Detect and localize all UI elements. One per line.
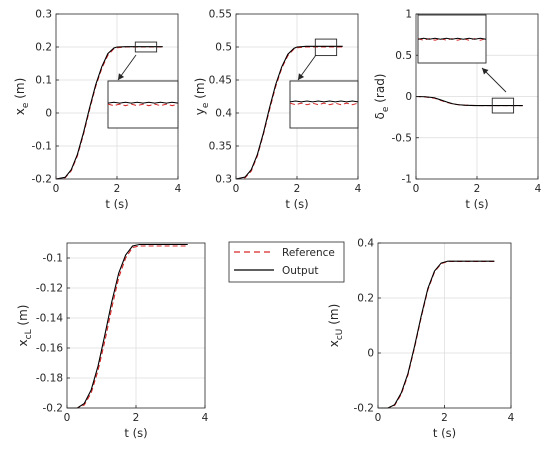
- y-tick-label: -0.1: [43, 253, 64, 265]
- inset-series-output: [289, 100, 359, 103]
- x-tick-label: 0: [53, 183, 60, 195]
- legend-output-label: Output: [282, 265, 318, 277]
- x-tick-label: 4: [535, 183, 542, 195]
- legend-reference-label: Reference: [282, 247, 335, 259]
- y-tick-label: 0.3: [35, 9, 52, 21]
- chart-xcu: 0 2 4-0.200.20.4t (s)xcU (m): [327, 238, 515, 441]
- x-tick-label: 4: [175, 183, 182, 195]
- y-tick-label: 0: [367, 348, 374, 360]
- y-axis-label: ye (m): [193, 78, 211, 116]
- inset-series-reference: [107, 103, 179, 107]
- x-tick-label: 4: [202, 412, 209, 424]
- y-tick-label: 0: [405, 91, 412, 103]
- y-tick-label: -1: [402, 174, 412, 186]
- y-tick-label: 0.5: [395, 50, 412, 62]
- inset-series-output: [107, 101, 179, 104]
- inset-series-reference: [289, 102, 359, 106]
- chart-xcl: 0 2 4 -0.2 -0.18 -0.16 -0.14 -0.12 -0.1 t (s) xcL …: [16, 242, 209, 440]
- x-tick-label: 0: [375, 412, 382, 424]
- zoom-arrow-head: [118, 73, 125, 80]
- y-tick-label: 0.5: [215, 42, 232, 54]
- y-axis-label: xcU (m): [327, 304, 345, 348]
- x-tick-label: 0: [413, 183, 420, 195]
- chart-delta-e: 0 2 4 -1 -0.5 0 0.5 1 t (s) δe (rad): [373, 9, 542, 212]
- y-axis-label: δe (rad): [373, 74, 391, 120]
- y-tick-label: 0.1: [35, 75, 52, 87]
- series-output-line: [378, 260, 495, 409]
- series-output-line: [67, 243, 188, 409]
- y-tick-label: -0.2: [354, 403, 375, 415]
- series-reference-line: [235, 46, 343, 180]
- y-axis-label: xcL (m): [16, 305, 34, 347]
- y-tick-label: -0.2: [32, 174, 53, 186]
- inset-series-reference: [417, 38, 487, 41]
- y-tick-label: -0.1: [32, 141, 53, 153]
- y-tick-label: -0.14: [36, 313, 63, 325]
- y-tick-label: 1: [405, 9, 412, 21]
- y-tick-label: 0.55: [209, 9, 232, 21]
- y-tick-label: -0.18: [36, 373, 63, 385]
- inset-series-output: [417, 37, 487, 40]
- y-tick-label: -0.5: [392, 132, 413, 144]
- series-output-line: [55, 46, 163, 180]
- y-tick-label: 0.2: [357, 293, 374, 305]
- series-output-line: [235, 45, 343, 180]
- x-tick-label: 2: [474, 183, 481, 195]
- y-tick-label: 0.4: [215, 108, 232, 120]
- y-tick-label: 0.45: [209, 75, 232, 87]
- zoom-region-box: [491, 97, 515, 114]
- x-tick-label: 2: [441, 412, 448, 424]
- x-tick-label: 0: [233, 183, 240, 195]
- x-tick-label: 2: [294, 183, 301, 195]
- series-output-line: [415, 95, 523, 107]
- zoom-arrow-head: [298, 73, 305, 80]
- legend: Reference Output: [228, 241, 345, 283]
- y-axis-label: xe (m): [13, 78, 31, 116]
- x-tick-label: 0: [64, 412, 71, 424]
- x-axis-label: t (s): [285, 197, 308, 211]
- x-tick-label: 2: [114, 183, 121, 195]
- y-tick-label: -0.2: [43, 403, 64, 415]
- x-axis-label: t (s): [105, 197, 128, 211]
- y-tick-label: 0.2: [35, 42, 52, 54]
- x-axis-label: t (s): [124, 426, 147, 440]
- chart-xe: 0 2 4 -0.2 -0.1 0 0.1 0.2 0.3 t (s) xe (m): [13, 9, 182, 212]
- y-tick-label: -0.16: [36, 343, 63, 355]
- x-tick-label: 2: [133, 412, 140, 424]
- chart-ye: 0 2 4 0.3 0.35 0.4 0.45 0.5 0.55 t (s) ye (m): [193, 9, 362, 212]
- y-tick-label: -0.12: [36, 283, 63, 295]
- x-axis-label: t (s): [433, 426, 456, 440]
- y-tick-label: 0.35: [209, 141, 232, 153]
- y-tick-label: 0: [45, 108, 52, 120]
- y-tick-label: 0.4: [357, 238, 374, 250]
- zoom-arrow-head: [482, 68, 489, 75]
- zoom-region-box: [134, 41, 158, 53]
- x-axis-label: t (s): [465, 197, 488, 211]
- y-tick-label: 0.3: [215, 174, 232, 186]
- x-tick-label: 4: [355, 183, 362, 195]
- series-reference-line: [67, 245, 188, 409]
- legend-box: [228, 241, 345, 283]
- inset-background: [289, 80, 359, 129]
- x-tick-label: 4: [508, 412, 515, 424]
- zoom-region-box: [314, 38, 338, 57]
